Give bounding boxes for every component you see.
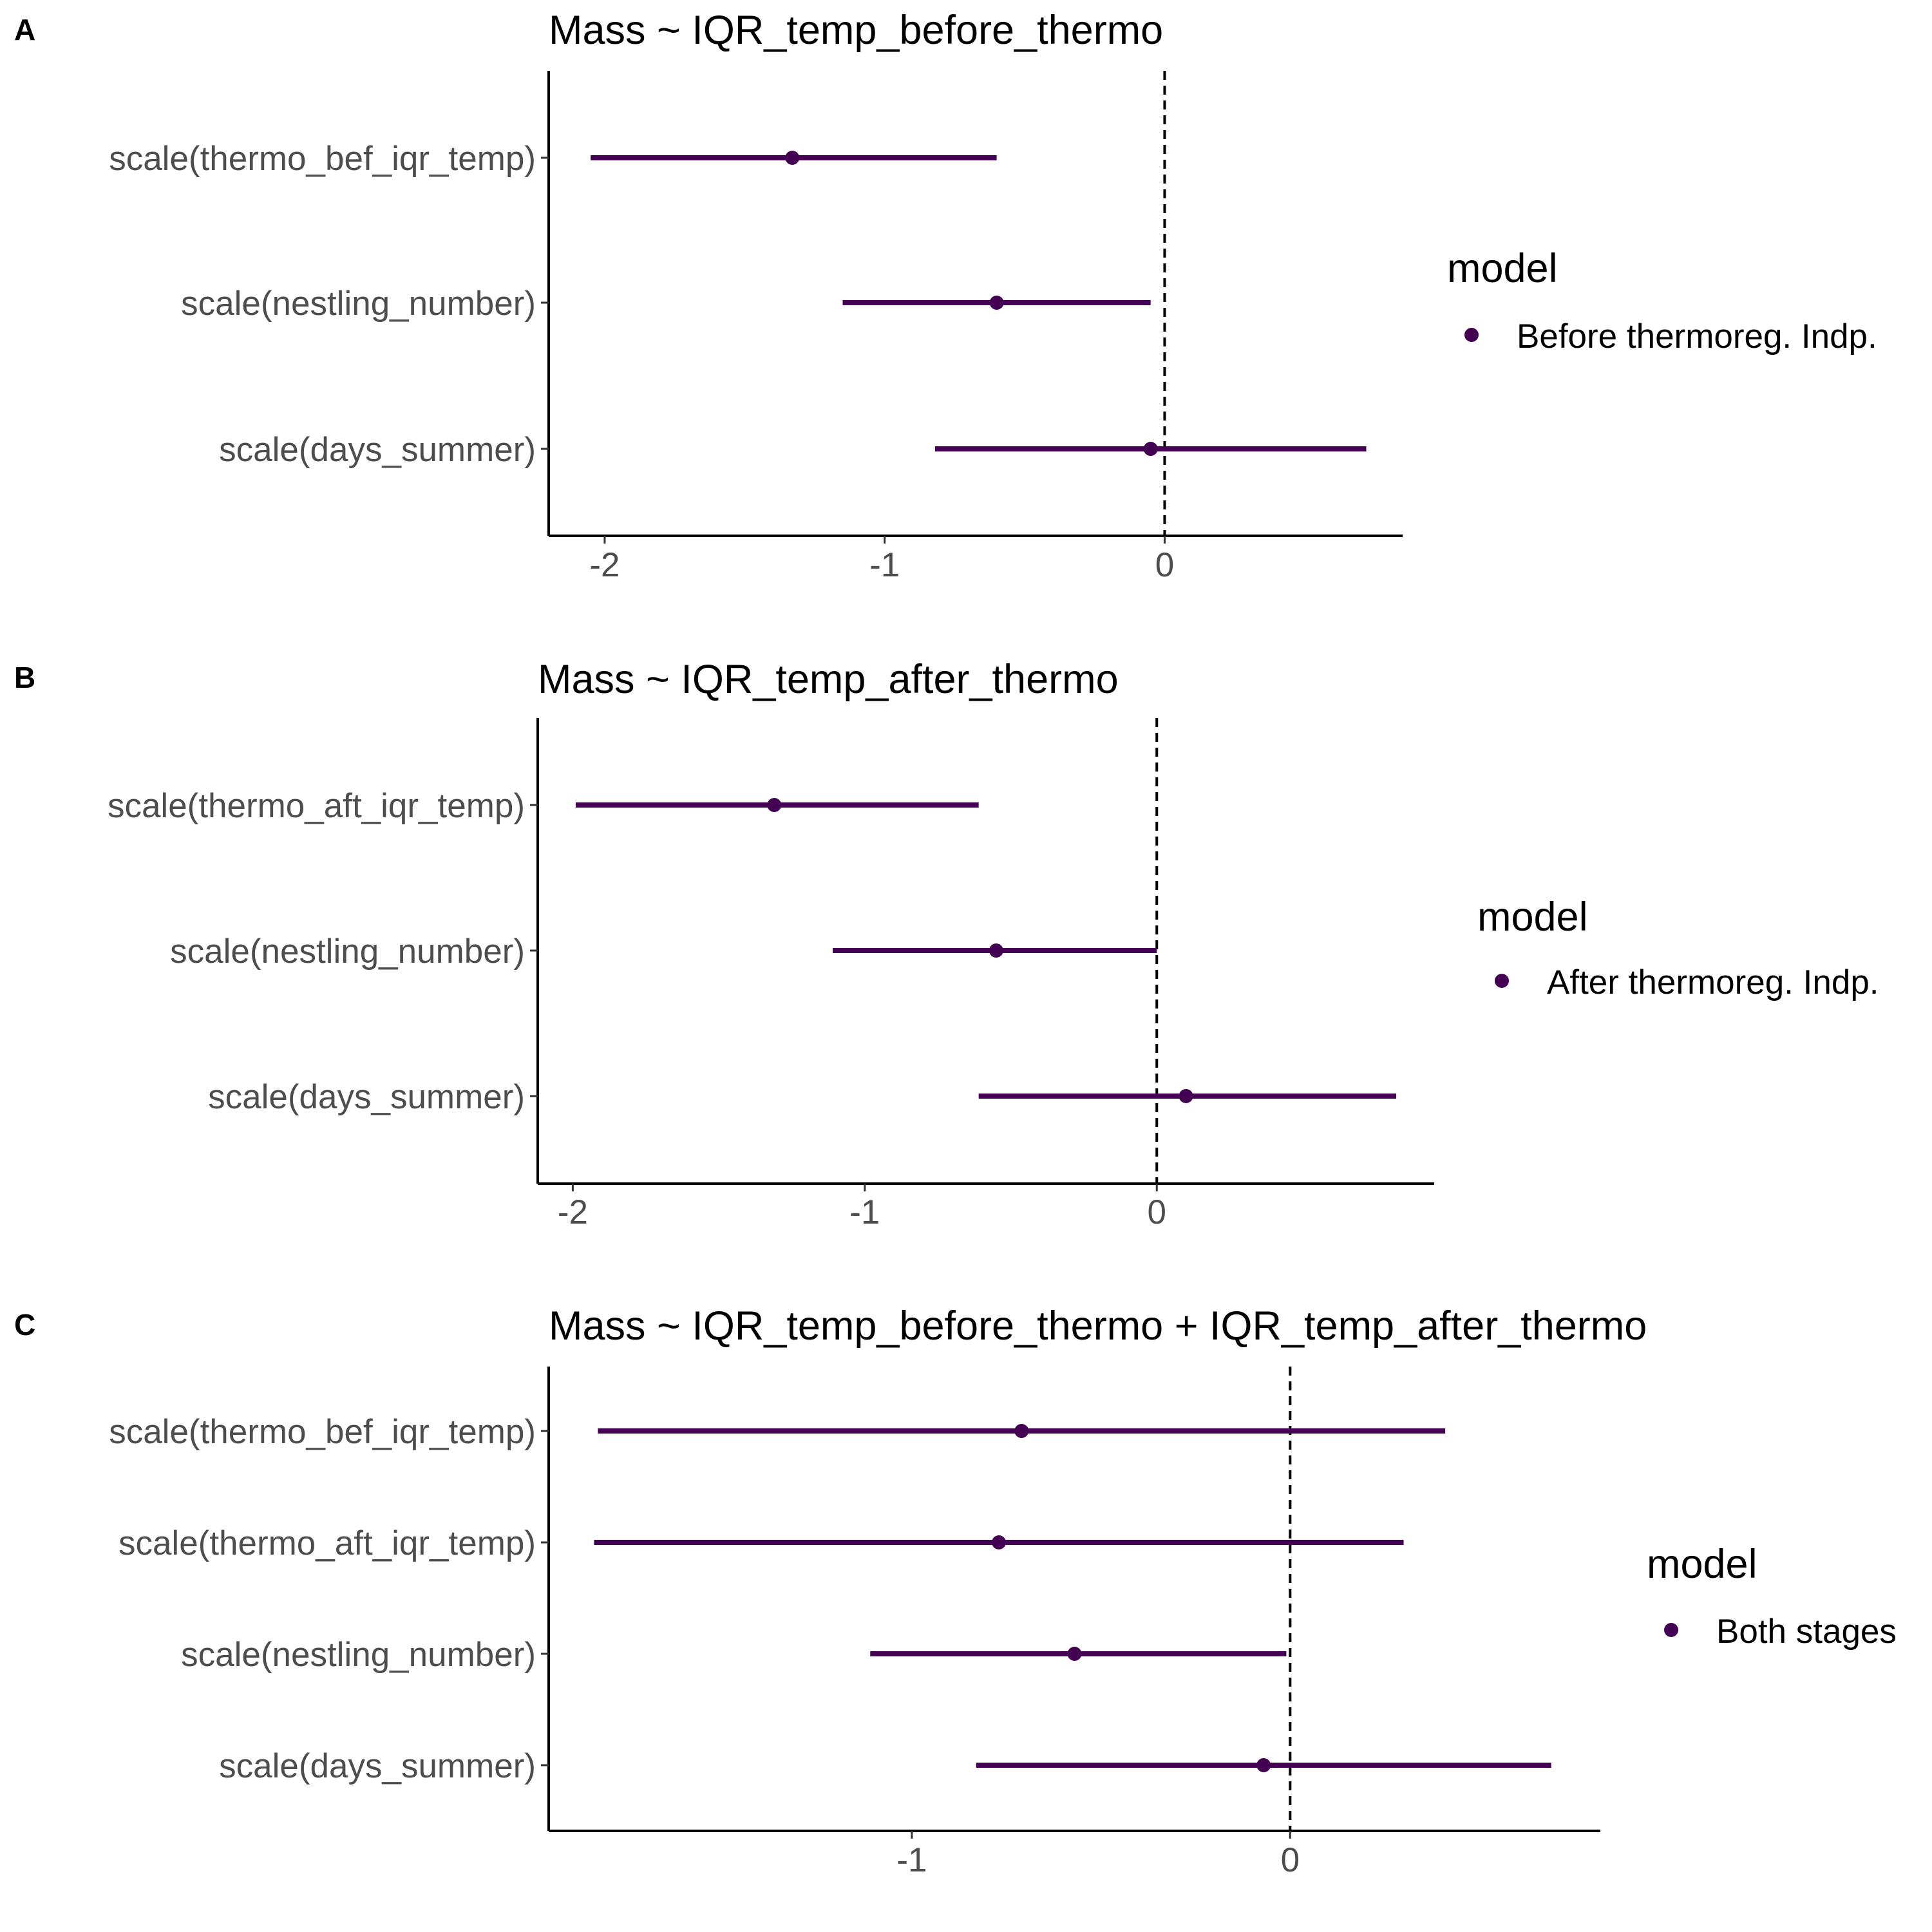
panel-title: Mass ~ IQR_temp_before_thermo (549, 8, 1163, 53)
panel-label: B (14, 661, 35, 694)
estimate-point (992, 1535, 1007, 1549)
estimate-point (1067, 1647, 1082, 1661)
y-tick-label: scale(nestling_number) (181, 285, 536, 323)
legend-key (1495, 974, 1509, 988)
panel-title: Mass ~ IQR_temp_after_thermo (538, 657, 1119, 702)
y-tick-label: scale(thermo_bef_iqr_temp) (109, 1413, 536, 1451)
x-tick-label: 0 (1155, 546, 1174, 584)
estimate-point (767, 798, 782, 812)
legend-label: Both stages (1716, 1613, 1897, 1651)
x-tick-label: -1 (896, 1841, 927, 1879)
y-tick-label: scale(nestling_number) (181, 1636, 536, 1674)
y-tick-label: scale(thermo_bef_iqr_temp) (109, 140, 536, 178)
y-tick-label: scale(thermo_aft_iqr_temp) (118, 1524, 536, 1562)
y-tick-label: scale(days_summer) (219, 1747, 536, 1785)
legend-key (1664, 1623, 1678, 1637)
legend-key (1464, 328, 1479, 342)
legend-title: model (1477, 895, 1588, 940)
y-tick-label: scale(thermo_aft_iqr_temp) (108, 787, 525, 825)
estimate-point (1014, 1424, 1029, 1438)
legend-title: model (1447, 246, 1558, 291)
estimate-point (1179, 1089, 1193, 1103)
y-tick-label: scale(days_summer) (219, 431, 536, 469)
panel-b: B Mass ~ IQR_temp_after_thermo -2 -1 0 scale(… (14, 657, 1879, 1231)
estimate-point (785, 151, 800, 165)
panel-a: A Mass ~ IQR_temp_before_thermo -2 -1 0 scale… (14, 8, 1877, 584)
x-tick-label: -2 (558, 1193, 588, 1231)
panel-label: A (14, 13, 35, 46)
panel-c: C Mass ~ IQR_temp_before_thermo + IQR_tem… (14, 1303, 1897, 1879)
legend-title: model (1647, 1542, 1757, 1587)
legend-label: After thermoreg. Indp. (1547, 963, 1879, 1001)
y-tick-label: scale(days_summer) (208, 1078, 525, 1116)
x-tick-label: -2 (589, 546, 620, 584)
estimate-point (989, 943, 1003, 958)
panel-label: C (14, 1308, 35, 1341)
x-tick-label: 0 (1148, 1193, 1166, 1231)
estimate-point (989, 296, 1004, 310)
x-tick-label: -1 (869, 546, 900, 584)
panel-title: Mass ~ IQR_temp_before_thermo + IQR_temp… (549, 1303, 1647, 1349)
estimate-point (1256, 1758, 1271, 1772)
legend-label: Before thermoreg. Indp. (1517, 317, 1877, 355)
y-tick-label: scale(nestling_number) (170, 933, 525, 971)
estimate-point (1143, 442, 1158, 456)
x-tick-label: -1 (849, 1193, 880, 1231)
x-tick-label: 0 (1281, 1841, 1300, 1879)
